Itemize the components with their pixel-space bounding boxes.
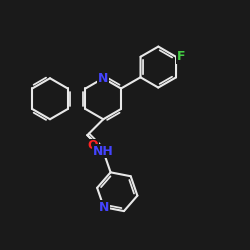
Text: F: F: [177, 50, 185, 63]
Text: NH: NH: [93, 144, 114, 158]
Text: O: O: [88, 139, 98, 152]
Text: N: N: [98, 72, 108, 85]
Text: N: N: [99, 201, 109, 214]
